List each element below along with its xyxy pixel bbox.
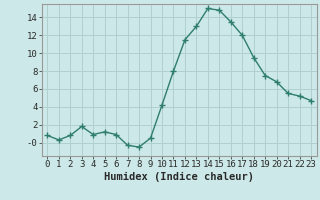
X-axis label: Humidex (Indice chaleur): Humidex (Indice chaleur) [104, 172, 254, 182]
